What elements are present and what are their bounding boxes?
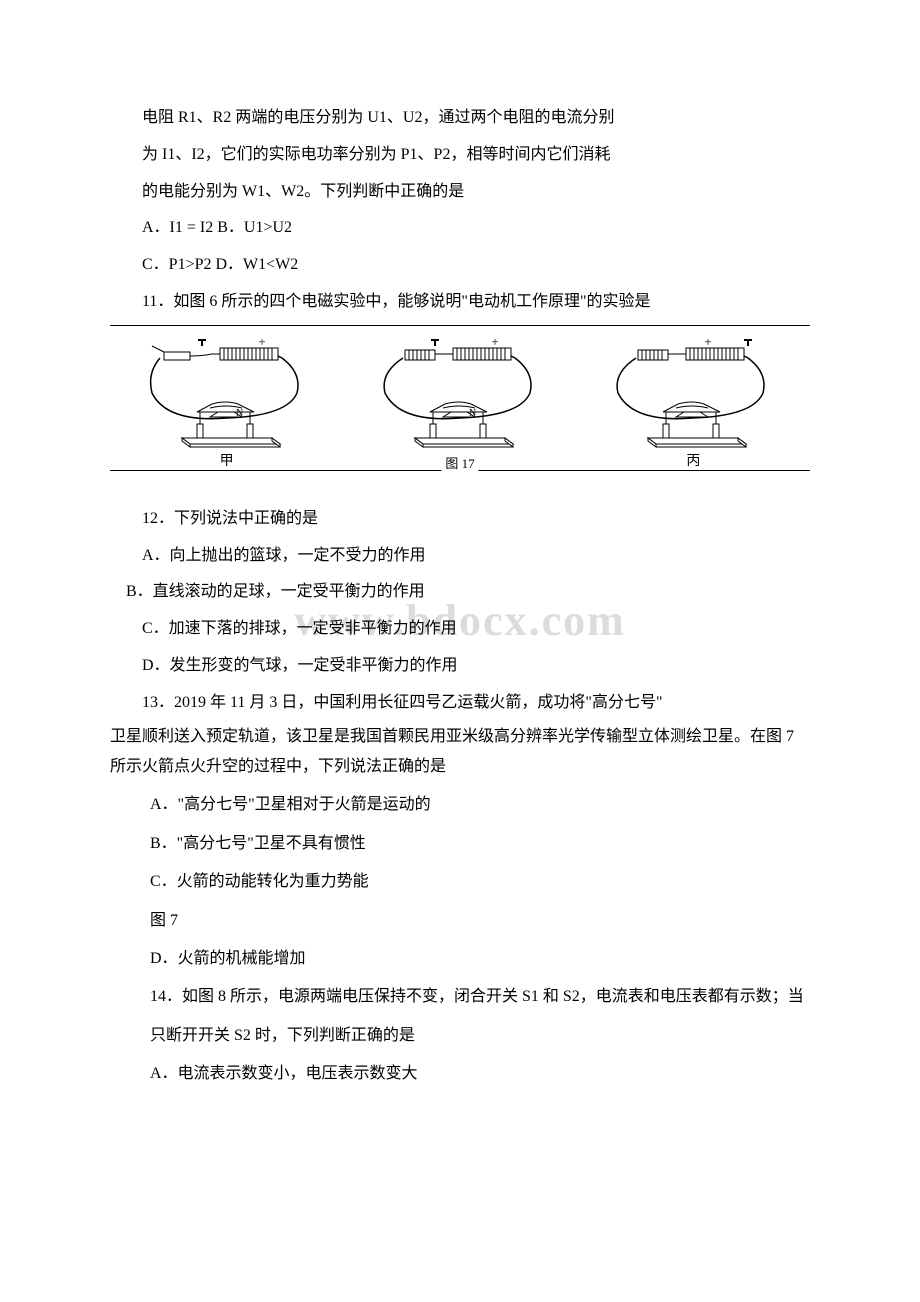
q11-stem: 11．如图 6 所示的四个电磁实验中，能够说明"电动机工作原理"的实验是 [110,284,810,321]
q13-option-c: C．火箭的动能转化为重力势能 [110,867,810,897]
svg-text:+: + [258,338,265,349]
q13-stem: 13．2019 年 11 月 3 日，中国利用长征四号乙运载火箭，成功将"高分七… [110,685,810,722]
svg-text:N: N [236,408,243,419]
q12-option-c: C．加速下落的排球，一定受非平衡力的作用 [110,611,810,648]
electromagnet-diagram-icon: + [375,338,545,448]
q14-line2: 只断开开关 S2 时，下列判断正确的是 [110,1021,810,1051]
svg-text:N: N [469,408,476,419]
q13-line2: 卫星顺利送入预定轨道，该卫星是我国首颗民用亚米级高分辨率光学传输型立体测绘卫星。… [110,722,810,783]
svg-text:+: + [491,338,498,349]
q12-stem: 12．下列说法中正确的是 [110,501,810,538]
q13-option-a: A．"高分七号"卫星相对于火箭是运动的 [110,790,810,820]
q14-option-a: A．电流表示数变小，电压表示数变大 [110,1059,810,1089]
q10-line1: 电阻 R1、R2 两端的电压分别为 U1、U2，通过两个电阻的电流分别 [110,100,810,137]
electromagnet-diagram-icon: + [142,338,312,448]
q14-stem: 14．如图 8 所示，电源两端电压保持不变，闭合开关 S1 和 S2，电流表和电… [110,982,810,1012]
q11-diagram-c: + [608,338,778,470]
q11-label-c: 丙 [686,450,700,470]
q10-line2: 为 I1、I2，它们的实际电功率分别为 P1、P2，相等时间内它们消耗 [110,137,810,174]
q11-diagram-b: + [375,338,545,470]
q11-diagram-row: + [110,325,810,471]
q11-caption: 图 17 [441,453,478,472]
page-content: 电阻 R1、R2 两端的电压分别为 U1、U2，通过两个电阻的电流分别 为 I1… [110,100,810,1089]
q10-option-ab: A．I1 = I2 B．U1>U2 [110,210,810,247]
q12-option-d: D．发生形变的气球，一定受非平衡力的作用 [110,648,810,685]
electromagnet-diagram-icon: + [608,338,778,448]
q11-label-a: 甲 [220,450,234,470]
q12-option-b: B．直线滚动的足球，一定受平衡力的作用 [110,574,810,611]
q10-option-cd: C．P1>P2 D．W1<W2 [110,247,810,284]
q13-option-b: B．"高分七号"卫星不具有惯性 [110,829,810,859]
q12-option-a: A．向上抛出的篮球，一定不受力的作用 [110,538,810,575]
q13-option-d: D．火箭的机械能增加 [110,944,810,974]
q11-diagram-a: + [142,338,312,470]
svg-text:+: + [705,338,712,349]
q10-line3: 的电能分别为 W1、W2。下列判断中正确的是 [110,174,810,211]
q13-fig: 图 7 [110,906,810,936]
